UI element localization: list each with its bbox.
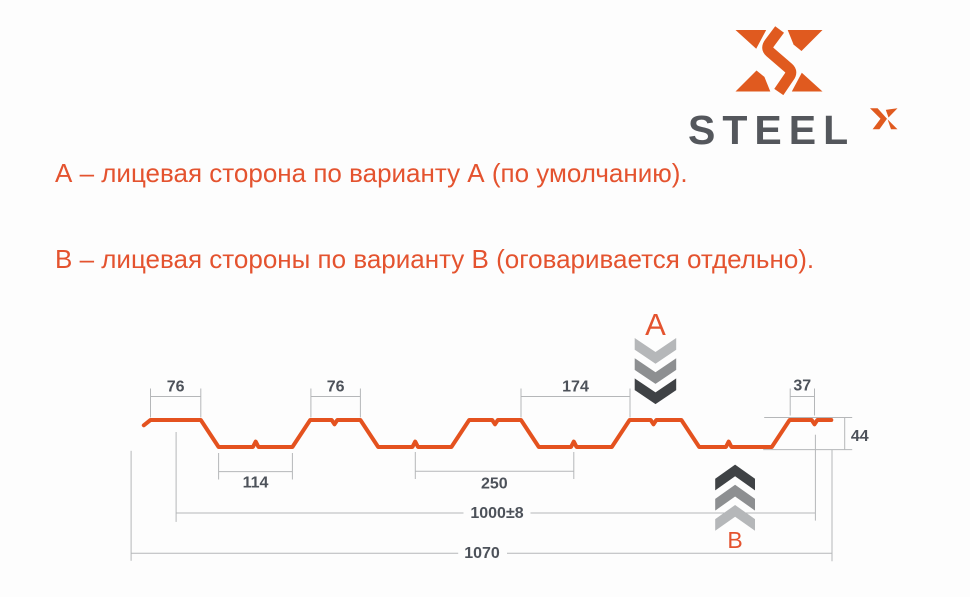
svg-text:44: 44: [851, 428, 869, 445]
svg-text:А: А: [645, 307, 666, 342]
svg-text:37: 37: [793, 378, 811, 395]
svg-text:250: 250: [481, 475, 508, 492]
svg-text:174: 174: [562, 378, 589, 395]
svg-text:1070: 1070: [464, 545, 500, 562]
svg-text:STEEL: STEEL: [688, 107, 855, 153]
svg-text:114: 114: [243, 475, 269, 492]
svg-text:В: В: [727, 527, 742, 553]
svg-text:1000±8: 1000±8: [470, 505, 523, 522]
svg-text:76: 76: [327, 378, 345, 395]
svg-text:76: 76: [167, 378, 185, 395]
